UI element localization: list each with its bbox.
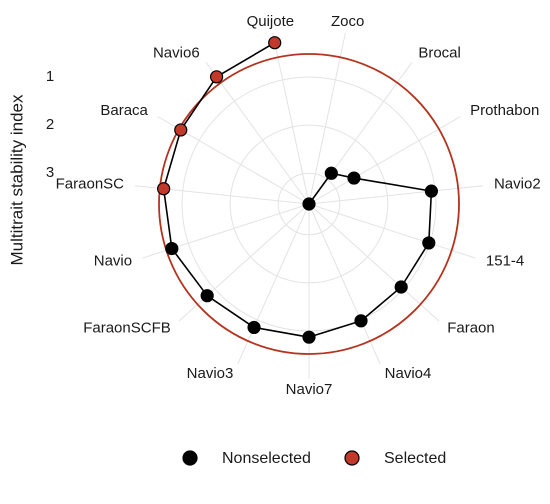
- line-segment: [216, 42, 276, 78]
- category-label: FaraonSCFB: [83, 319, 171, 336]
- point: [347, 171, 361, 185]
- line-segment: [308, 320, 362, 338]
- category-label: FaraonSC: [56, 176, 125, 193]
- y-tick-label: 3: [46, 164, 54, 181]
- spoke: [205, 62, 310, 205]
- y-axis-title: Multitrait stability index: [7, 94, 26, 266]
- spoke: [237, 203, 310, 365]
- category-label: Baraca: [100, 102, 148, 119]
- line-segment: [400, 242, 430, 288]
- spoke: [308, 203, 440, 322]
- line-segment: [206, 295, 255, 329]
- category-label: 151-4: [486, 252, 524, 269]
- category-label: Navio3: [187, 365, 234, 382]
- grid-ring: [277, 172, 341, 236]
- category-label: Quijote: [247, 13, 295, 30]
- point: [268, 36, 282, 50]
- category-label: Navio7: [286, 381, 333, 398]
- category-label: Prothabon: [470, 102, 539, 119]
- line-segment: [353, 177, 432, 192]
- threshold-circle: [158, 53, 460, 355]
- spoke: [272, 32, 310, 205]
- spoke: [308, 185, 484, 205]
- legend-marker: [344, 450, 360, 466]
- category-label: Navio4: [385, 365, 432, 382]
- point: [302, 197, 316, 211]
- line-segment: [162, 188, 173, 249]
- point: [422, 236, 436, 250]
- spoke: [308, 116, 461, 205]
- point: [165, 241, 179, 256]
- line-segment: [253, 326, 310, 338]
- legend-label: Nonselected: [222, 450, 311, 467]
- category-label: Zoco: [331, 13, 364, 30]
- category-label: Navio2: [494, 176, 541, 193]
- point: [394, 280, 408, 294]
- y-tick-label: 1: [46, 68, 54, 85]
- category-label: Navio6: [153, 44, 200, 61]
- point: [157, 182, 171, 196]
- spoke: [308, 32, 346, 205]
- line-segment: [162, 129, 182, 189]
- point: [209, 70, 224, 84]
- spoke: [308, 203, 381, 365]
- spoke: [178, 203, 310, 322]
- category-label: Brocal: [418, 44, 461, 61]
- grid-ring: [229, 124, 389, 284]
- point: [200, 289, 214, 303]
- spoke: [308, 203, 476, 259]
- point: [324, 166, 338, 180]
- point: [424, 184, 439, 198]
- point: [302, 330, 316, 344]
- y-tick-label: 2: [46, 116, 54, 133]
- point: [247, 320, 261, 335]
- point: [174, 123, 188, 137]
- line-segment: [427, 191, 433, 243]
- legend-label: Selected: [384, 450, 446, 467]
- line-segment: [360, 286, 402, 322]
- line-segment: [180, 76, 218, 131]
- category-label: Navio: [94, 252, 132, 269]
- point: [354, 314, 368, 328]
- line-segment: [171, 248, 208, 297]
- legend-marker: [182, 450, 198, 466]
- category-label: Faraon: [447, 319, 495, 336]
